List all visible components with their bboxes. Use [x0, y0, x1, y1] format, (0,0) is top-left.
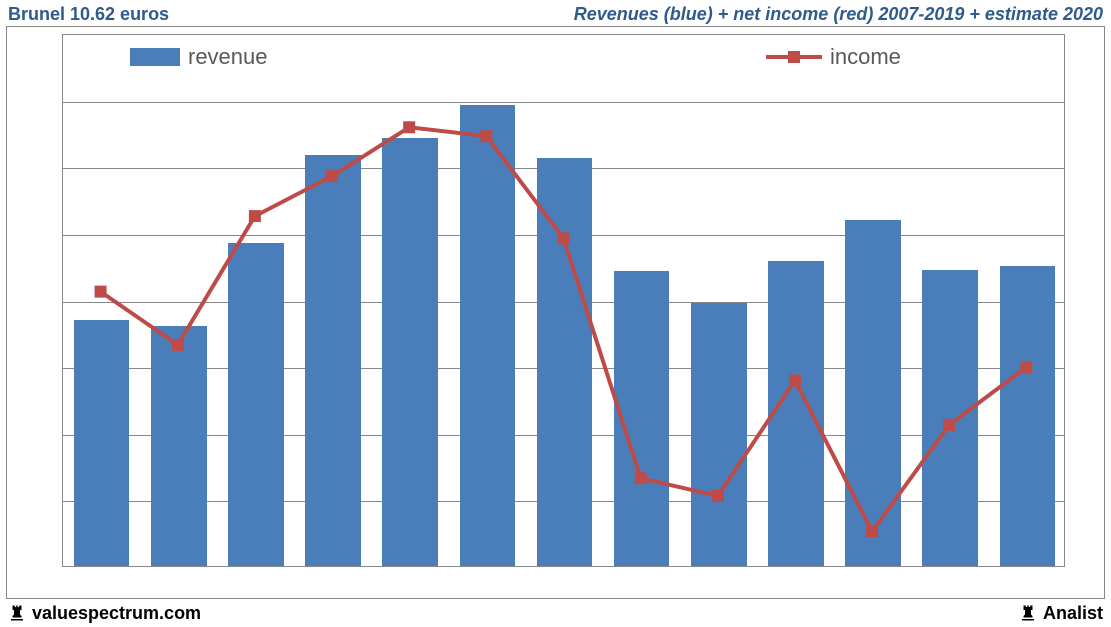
income-marker	[326, 170, 338, 182]
legend-income-swatch	[766, 48, 822, 66]
income-marker	[95, 286, 107, 298]
legend-income: income	[766, 44, 901, 70]
income-marker	[943, 419, 955, 431]
income-marker	[712, 490, 724, 502]
income-marker	[480, 130, 492, 142]
income-marker	[635, 472, 647, 484]
income-line	[101, 127, 1027, 531]
income-marker	[172, 339, 184, 351]
income-marker	[249, 210, 261, 222]
legend-revenue-swatch	[130, 48, 180, 66]
legend-revenue: revenue	[130, 44, 268, 70]
legend-income-label: income	[830, 44, 901, 70]
income-marker	[789, 374, 801, 386]
income-marker	[1020, 361, 1032, 373]
income-line-layer	[0, 0, 1111, 627]
income-marker	[866, 525, 878, 537]
income-marker	[558, 232, 570, 244]
income-marker	[403, 121, 415, 133]
legend-revenue-label: revenue	[188, 44, 268, 70]
